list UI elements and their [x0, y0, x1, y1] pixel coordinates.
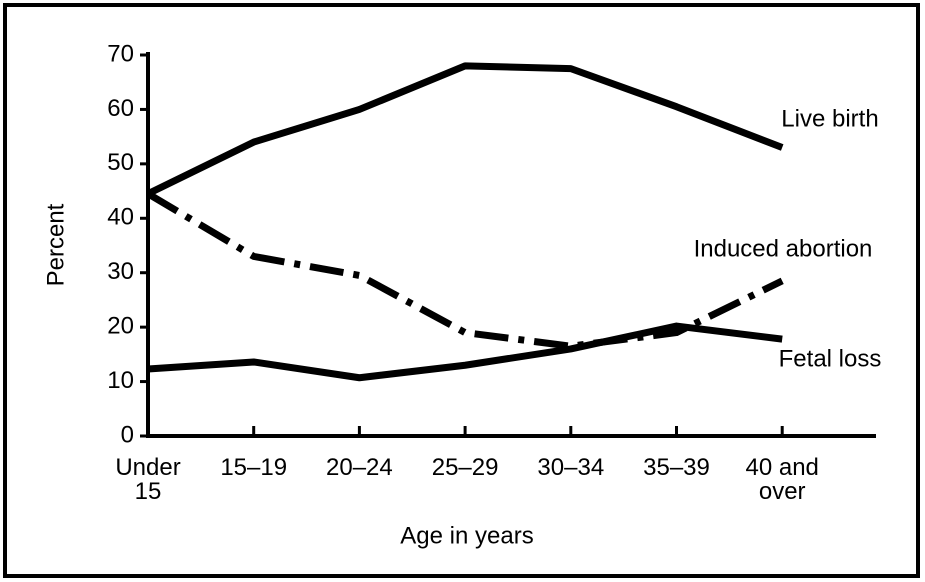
series-label: Induced abortion	[694, 235, 873, 262]
y-tick-label: 70	[107, 40, 134, 67]
series-line	[146, 62, 784, 197]
y-tick-label: 0	[121, 421, 134, 448]
x-tick-label: 25–29	[431, 454, 499, 481]
series-label: Live birth	[781, 105, 878, 132]
y-tick-label: 10	[107, 367, 134, 394]
frame	[3, 3, 920, 578]
x-tick-label: Under 15	[115, 454, 181, 505]
y-tick-label: 50	[107, 149, 134, 176]
series-label: Fetal loss	[779, 345, 882, 372]
y-tick-label: 40	[107, 204, 134, 231]
x-tick-label: 15–19	[220, 454, 288, 481]
x-axis-label: Age in years	[400, 522, 533, 549]
x-tick-label: 30–34	[537, 454, 605, 481]
y-tick-label: 30	[107, 258, 134, 285]
x-tick-label: 35–39	[643, 454, 710, 481]
x-tick-label: 20–24	[326, 454, 393, 481]
y-tick-label: 20	[107, 312, 134, 339]
series-line	[146, 190, 784, 350]
y-axis-label: Percent	[42, 203, 69, 286]
series-line	[147, 322, 783, 382]
x-tick-label: 40 and over	[745, 454, 819, 505]
y-tick-label: 60	[107, 95, 134, 122]
